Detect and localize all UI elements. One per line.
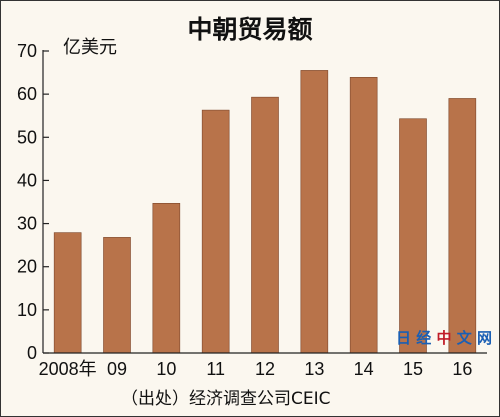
bar [399,118,427,354]
x-tick-label: 11 [206,359,225,379]
y-tick-label: 60 [17,84,37,104]
y-unit-label: 亿美元 [63,37,117,58]
chart-title: 中朝贸易额 [187,15,312,44]
bar [152,202,181,354]
x-tick-label: 13 [304,359,324,379]
source-note: （出处）经济调查公司CEIC [121,389,331,409]
bar [103,237,131,354]
x-tick-label: 10 [156,359,176,379]
watermark-char: 中 [437,329,452,347]
watermark-char: 网 [477,329,492,347]
x-tick-label: 16 [452,359,472,379]
y-tick-label: 70 [17,41,37,61]
bar [300,70,329,354]
y-tick-label: 0 [27,343,37,363]
watermark-char: 经 [416,329,431,347]
bar [251,96,279,354]
x-tick-label: 14 [354,359,374,379]
x-tick-label: 09 [107,359,127,379]
bars-group [53,70,477,354]
watermark-char: 日 [396,329,411,347]
bar [53,232,82,354]
y-axis: 0 10 20 30 40 50 60 70 [17,41,49,363]
x-tick-label: 15 [403,359,423,379]
x-tick-label: 2008年 [39,359,97,379]
bar [448,98,477,354]
watermark: 日 经 中 文 网 [396,329,492,347]
y-tick-label: 30 [17,214,37,234]
x-tick-label: 12 [255,359,275,379]
y-tick-label: 10 [17,300,37,320]
watermark-char: 文 [457,329,473,347]
y-tick-label: 50 [17,127,37,147]
y-tick-label: 40 [17,170,37,190]
bar [201,109,230,354]
y-tick-label: 20 [17,257,37,277]
bar [349,77,378,354]
x-axis: 2008年 09 10 11 12 13 14 15 16 [39,352,487,379]
